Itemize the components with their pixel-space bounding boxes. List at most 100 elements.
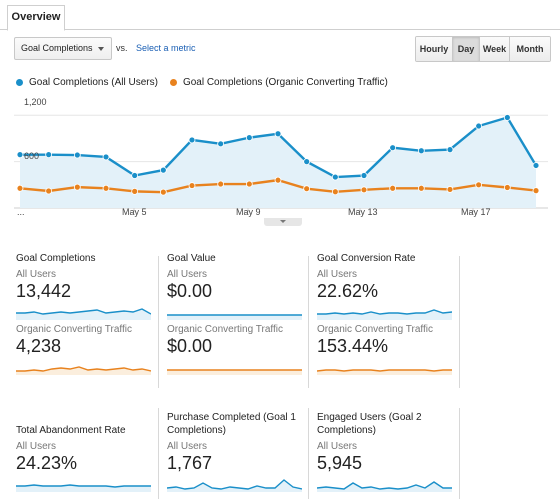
data-point — [446, 146, 454, 154]
sparkline-area — [167, 315, 302, 320]
data-point — [274, 176, 282, 184]
data-point — [16, 151, 24, 159]
data-point — [475, 122, 483, 130]
data-point — [503, 184, 511, 191]
card-title: Total Abandonment Rate — [16, 425, 126, 436]
data-point — [331, 188, 339, 196]
all-users-label: All Users — [167, 441, 208, 452]
sparkline — [317, 481, 452, 492]
sparkline-line — [317, 481, 452, 490]
sparkline-line — [16, 308, 151, 315]
card-title: Engaged Users (Goal 2 Completions) — [317, 412, 422, 436]
legend-label: Goal Completions (Organic Converting Tra… — [182, 76, 388, 88]
data-point — [217, 140, 225, 148]
hourly-button[interactable]: Hourly — [416, 37, 453, 61]
all-users-value: 5,945 — [317, 453, 363, 473]
all-users-value: 1,767 — [167, 453, 213, 473]
sparkline-area — [317, 370, 452, 375]
scorecard-goal-conversion-rate[interactable]: Goal Conversion Rate All Users 22.62% Or… — [317, 252, 457, 375]
sparkline-line — [16, 484, 151, 488]
data-point — [417, 147, 425, 155]
card-title: Goal Conversion Rate — [317, 253, 416, 264]
sparkline — [167, 369, 302, 375]
series-area-all-users — [20, 117, 536, 208]
sparkline-line — [16, 366, 151, 372]
data-point — [102, 184, 110, 192]
all-users-value: 22.62% — [317, 281, 379, 301]
sparkline — [317, 309, 452, 320]
data-point — [503, 114, 511, 121]
tab-bar: Overview — [0, 0, 560, 31]
data-point — [389, 144, 397, 152]
all-users-label: All Users — [317, 269, 358, 280]
y-tick-label: 1,200 — [24, 97, 47, 107]
data-point — [331, 173, 339, 181]
organic-value: 153.44% — [317, 336, 389, 356]
scorecard-goal-completions[interactable]: Goal Completions All Users 13,442 Organi… — [16, 252, 156, 375]
sparkline-line — [167, 479, 302, 490]
all-users-value: 13,442 — [16, 281, 72, 301]
data-point — [389, 184, 397, 192]
sparkline-area — [167, 370, 302, 375]
sparkline — [16, 366, 151, 375]
card-divider — [308, 256, 309, 388]
data-point — [245, 134, 253, 142]
select-metric-link[interactable]: Select a metric — [136, 43, 196, 53]
card-title: Goal Value — [167, 253, 216, 264]
organic-label: Organic Converting Traffic — [167, 324, 283, 335]
data-point — [446, 186, 454, 193]
day-button[interactable]: Day — [453, 37, 480, 61]
line-chart — [0, 92, 560, 227]
data-point — [303, 185, 311, 193]
organic-value: $0.00 — [167, 336, 213, 356]
sparkline-area — [317, 310, 452, 320]
sparkline — [167, 479, 302, 492]
data-point — [360, 172, 368, 179]
data-point — [360, 186, 368, 194]
metric-select[interactable]: Goal Completions — [14, 37, 112, 60]
data-point — [45, 151, 53, 159]
chart-svg — [14, 114, 548, 212]
granularity-toggle: Hourly Day Week Month — [415, 36, 551, 62]
tab-overview[interactable]: Overview — [7, 5, 65, 31]
scorecard-purchase-completed[interactable]: Purchase Completed (Goal 1 Completions) … — [167, 411, 307, 492]
sparkline-line — [317, 309, 452, 315]
scorecard-total-abandonment-rate[interactable]: Total Abandonment Rate All Users 24.23% — [16, 424, 156, 492]
data-point — [73, 151, 81, 159]
scorecard-engaged-users[interactable]: Engaged Users (Goal 2 Completions) All U… — [317, 411, 457, 492]
data-point — [245, 180, 253, 188]
data-point — [159, 188, 167, 196]
sparkline — [317, 369, 452, 375]
metric-select-label: Goal Completions — [21, 43, 93, 53]
card-divider — [308, 408, 309, 499]
data-point — [73, 183, 81, 191]
card-divider — [158, 256, 159, 388]
data-point — [475, 181, 483, 189]
chart-collapse-handle[interactable] — [264, 218, 302, 226]
x-tick-label: May 17 — [461, 207, 491, 217]
all-users-label: All Users — [317, 441, 358, 452]
all-users-value: 24.23% — [16, 453, 78, 473]
legend-item-organic[interactable]: Goal Completions (Organic Converting Tra… — [169, 76, 388, 88]
data-point — [417, 184, 425, 192]
card-divider — [459, 256, 460, 388]
organic-value: 4,238 — [16, 336, 62, 356]
legend-item-all-users[interactable]: Goal Completions (All Users) — [16, 77, 158, 88]
week-button[interactable]: Week — [480, 37, 510, 61]
data-point — [532, 187, 540, 194]
legend-label: Goal Completions (All Users) — [29, 76, 158, 88]
scorecard-goal-value[interactable]: Goal Value All Users $0.00 Organic Conve… — [167, 252, 307, 375]
data-point — [274, 130, 282, 138]
data-point — [532, 162, 540, 169]
data-point — [303, 158, 311, 165]
data-point — [16, 184, 24, 192]
sparkline — [16, 484, 151, 492]
x-tick-label: May 5 — [122, 207, 147, 217]
card-title: Goal Completions — [16, 253, 96, 264]
vs-label: vs. — [116, 43, 128, 53]
y-tick-label: 600 — [24, 151, 40, 161]
all-users-value: $0.00 — [167, 281, 213, 301]
chart-legend: Goal Completions (All Users) Goal Comple… — [16, 76, 400, 88]
all-users-label: All Users — [16, 441, 57, 452]
month-button[interactable]: Month — [510, 37, 550, 61]
